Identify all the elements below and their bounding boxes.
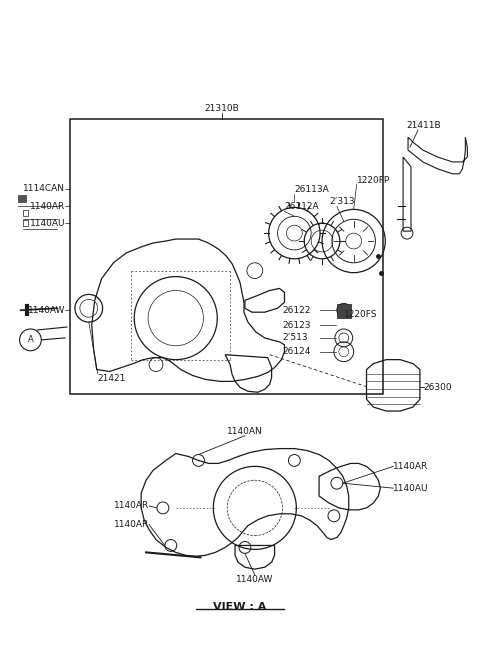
Text: 1140AW: 1140AW xyxy=(236,575,274,584)
Text: 21421: 21421 xyxy=(97,374,126,384)
Bar xyxy=(23,210,28,216)
Text: 26113A: 26113A xyxy=(294,185,329,194)
Text: A: A xyxy=(27,335,33,344)
Text: 26300: 26300 xyxy=(424,383,453,392)
Text: 2’313: 2’313 xyxy=(329,198,355,206)
Bar xyxy=(70,120,384,394)
Bar xyxy=(23,220,28,226)
Text: 26122: 26122 xyxy=(283,306,311,315)
Text: 26124: 26124 xyxy=(283,348,311,356)
Text: 1140AN: 1140AN xyxy=(227,427,263,436)
Text: 1140AU: 1140AU xyxy=(393,484,429,493)
Text: 21411B: 21411B xyxy=(406,122,441,130)
Text: 1140AR: 1140AR xyxy=(114,501,149,510)
Text: 1140AU: 1140AU xyxy=(30,219,65,228)
Text: 2’513: 2’513 xyxy=(283,333,308,342)
Text: 1140AR: 1140AR xyxy=(393,462,429,471)
Text: 21310B: 21310B xyxy=(205,104,240,112)
Text: 1220FS: 1220FS xyxy=(344,310,377,319)
Text: 1140AR: 1140AR xyxy=(114,520,149,529)
Text: 26112A: 26112A xyxy=(285,202,319,212)
Text: 1140AR: 1140AR xyxy=(30,202,65,211)
Bar xyxy=(337,304,351,318)
Text: 1114CAN: 1114CAN xyxy=(23,184,65,193)
Bar xyxy=(18,194,25,202)
Text: 1140AW: 1140AW xyxy=(28,306,65,315)
Text: 26123: 26123 xyxy=(283,321,311,330)
Text: 1220FP: 1220FP xyxy=(357,175,390,185)
Text: VIEW : A: VIEW : A xyxy=(213,602,267,612)
